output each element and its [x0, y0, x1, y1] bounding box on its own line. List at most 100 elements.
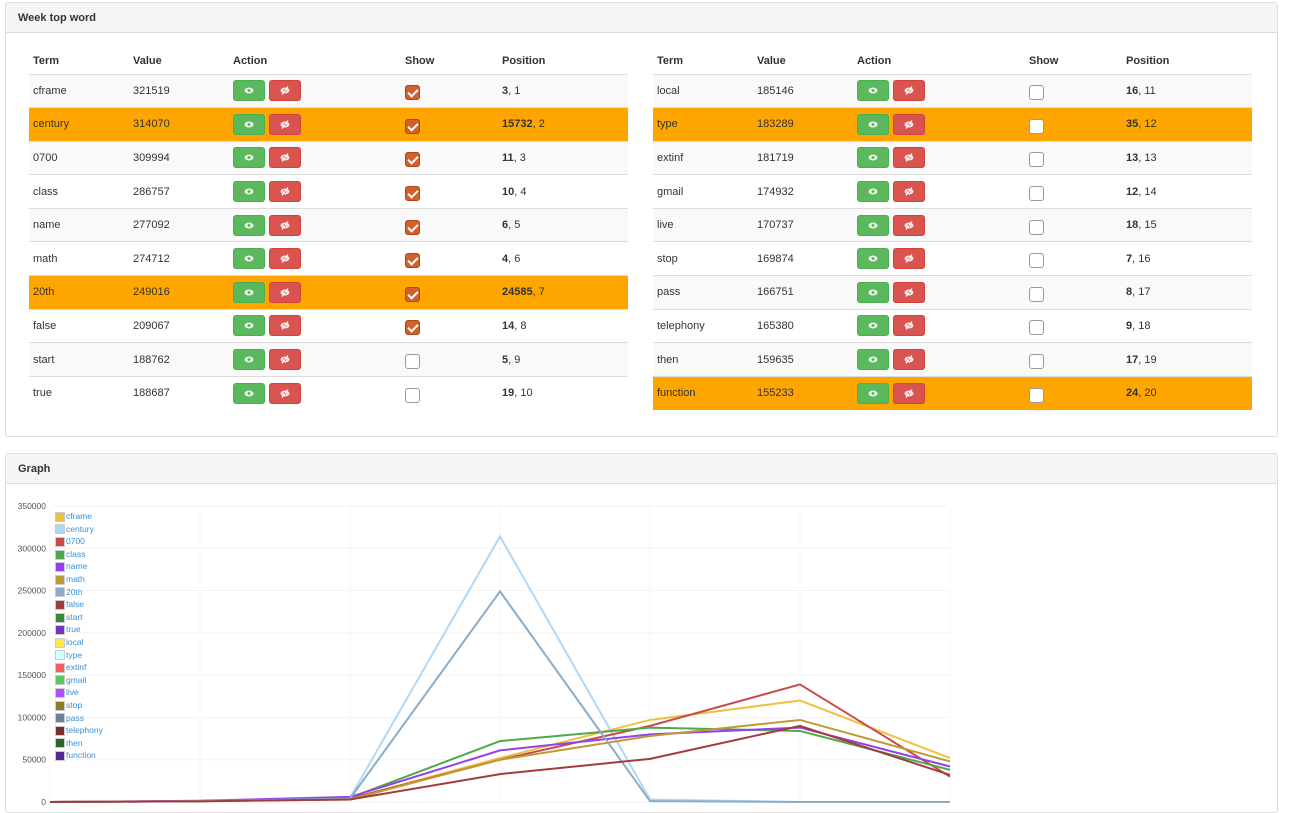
hide-button[interactable] [269, 80, 302, 102]
show-checkbox[interactable] [1029, 354, 1044, 370]
show-button[interactable] [233, 181, 265, 203]
hide-button[interactable] [269, 382, 302, 404]
hide-button[interactable] [269, 315, 302, 337]
show-button[interactable] [233, 214, 265, 236]
show-checkbox[interactable] [1029, 387, 1044, 403]
table-header: Term Value Action Show Position [29, 48, 628, 74]
position-cell: 7, 16 [1122, 241, 1252, 276]
show-checkbox[interactable] [1029, 152, 1044, 168]
legend-item: century [55, 523, 103, 536]
show-checkbox[interactable] [1029, 118, 1044, 134]
show-checkbox[interactable] [405, 219, 420, 235]
table-row: pass 166751 8, 17 [653, 275, 1252, 310]
term-cell: pass [653, 275, 753, 310]
legend-item: name [55, 560, 103, 573]
term-cell: function [653, 375, 753, 410]
hide-button[interactable] [893, 349, 926, 371]
hide-button[interactable] [893, 147, 926, 169]
hide-button[interactable] [893, 113, 926, 135]
value-cell: 185146 [753, 73, 853, 108]
show-checkbox[interactable] [1029, 253, 1044, 269]
hide-button[interactable] [893, 382, 926, 404]
show-button[interactable] [857, 315, 889, 337]
show-button[interactable] [857, 113, 889, 135]
hide-button[interactable] [269, 248, 302, 270]
show-button[interactable] [857, 80, 889, 102]
hide-button[interactable] [269, 349, 302, 371]
show-button[interactable] [233, 382, 265, 404]
position-index: , 14 [1138, 185, 1157, 198]
show-button[interactable] [233, 248, 265, 270]
show-cell [1025, 275, 1122, 310]
show-checkbox[interactable] [405, 118, 420, 134]
position-rank: 3 [502, 84, 509, 97]
show-button[interactable] [233, 113, 265, 135]
hide-button[interactable] [269, 214, 302, 236]
show-cell [1025, 375, 1122, 410]
show-checkbox[interactable] [405, 253, 420, 269]
term-cell: century [29, 107, 129, 142]
column-header: Show [1029, 54, 1059, 67]
term-cell: gmail [653, 174, 753, 209]
term-cell: local [653, 73, 753, 108]
legend-label: local [66, 636, 84, 647]
show-button[interactable] [233, 281, 265, 303]
show-button[interactable] [857, 382, 889, 404]
table-row: type 183289 35, 12 [653, 107, 1252, 142]
hide-button[interactable] [269, 281, 302, 303]
show-checkbox[interactable] [1029, 219, 1044, 235]
hide-button[interactable] [893, 315, 926, 337]
show-button[interactable] [857, 281, 889, 303]
show-cell [401, 275, 498, 310]
y-tick-label: 100000 [18, 712, 47, 722]
term-cell: true [29, 375, 129, 410]
hide-button[interactable] [893, 248, 926, 270]
position-index: , 3 [513, 151, 526, 164]
hide-button[interactable] [893, 80, 926, 102]
show-checkbox[interactable] [1029, 186, 1044, 202]
hide-button[interactable] [269, 181, 302, 203]
show-button[interactable] [857, 349, 889, 371]
hide-button[interactable] [893, 214, 926, 236]
show-button[interactable] [857, 214, 889, 236]
show-checkbox[interactable] [405, 186, 420, 202]
legend-swatch [55, 599, 65, 610]
term-cell: false [29, 308, 129, 343]
legend-label: true [66, 624, 81, 635]
legend-swatch [55, 725, 65, 736]
column-header: Position [1126, 54, 1170, 67]
y-tick-label: 300000 [18, 543, 47, 553]
hide-button[interactable] [269, 113, 302, 135]
position-rank: 5 [502, 353, 509, 366]
show-button[interactable] [233, 80, 265, 102]
show-checkbox[interactable] [1029, 85, 1044, 101]
hide-button[interactable] [893, 281, 926, 303]
show-checkbox[interactable] [405, 320, 420, 336]
column-header: Show [405, 54, 435, 67]
term-cell: cframe [29, 73, 129, 108]
show-checkbox[interactable] [405, 354, 420, 370]
column-header: Action [233, 54, 268, 67]
hide-button[interactable] [893, 181, 926, 203]
legend-label: start [66, 611, 83, 622]
column-header: Term [33, 54, 60, 67]
show-checkbox[interactable] [405, 85, 420, 101]
table-row: true 188687 19, 10 [29, 375, 628, 410]
show-checkbox[interactable] [405, 387, 420, 403]
show-checkbox[interactable] [405, 152, 420, 168]
show-button[interactable] [233, 349, 265, 371]
show-button[interactable] [857, 181, 889, 203]
show-button[interactable] [233, 147, 265, 169]
table-row: stop 169874 7, 16 [653, 241, 1252, 276]
legend-item: local [55, 636, 103, 649]
series-line-false [49, 724, 951, 803]
column-header: Value [133, 54, 162, 67]
show-checkbox[interactable] [405, 286, 420, 302]
show-checkbox[interactable] [1029, 320, 1044, 336]
show-button[interactable] [233, 315, 265, 337]
show-cell [401, 174, 498, 209]
show-checkbox[interactable] [1029, 286, 1044, 302]
show-button[interactable] [857, 248, 889, 270]
hide-button[interactable] [269, 147, 302, 169]
show-button[interactable] [857, 147, 889, 169]
